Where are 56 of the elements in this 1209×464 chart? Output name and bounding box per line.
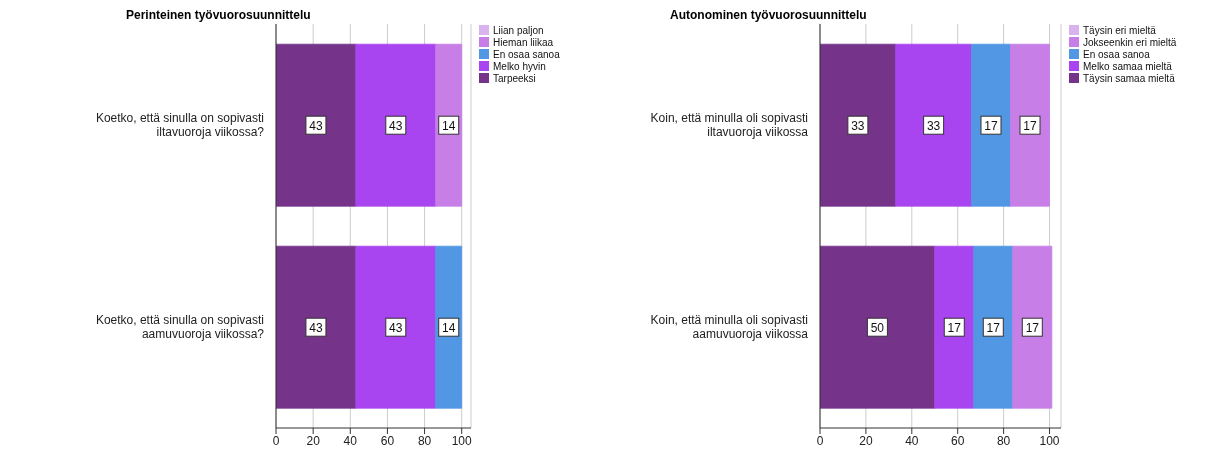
legend-label: En osaa sanoa	[493, 49, 560, 60]
bar	[895, 43, 972, 207]
x-tick-label: 40	[343, 433, 358, 448]
data-label: 33	[926, 118, 941, 133]
legend-label: Täysin samaa mieltä	[1083, 73, 1175, 84]
data-label: 43	[309, 320, 323, 335]
bar	[1012, 245, 1053, 409]
legend-label: En osaa sanoa	[1083, 49, 1150, 60]
legend-label: Täysin eri mieltä	[1083, 25, 1156, 36]
data-label: 14	[442, 320, 456, 335]
bar	[820, 245, 936, 409]
bar	[934, 245, 975, 409]
x-tick-label: 20	[859, 433, 873, 448]
data-label: 17	[1023, 118, 1038, 133]
x-tick-label: 100	[1039, 433, 1060, 448]
y-tick-label: Koin, että minulla oli sopivasti aamuvuoroja viikossa	[650, 313, 809, 341]
bar	[435, 43, 463, 207]
bar	[276, 245, 357, 409]
data-label: 43	[309, 118, 323, 133]
data-label: 50	[870, 320, 885, 335]
x-tick-label: 0	[816, 433, 824, 448]
chart-title: Perinteinen työvuorosuunnittelu	[125, 8, 312, 24]
bar	[820, 43, 897, 207]
y-tick-label: Koin, että minulla oli sopivasti iltavuoroja viikossa	[650, 111, 809, 139]
bar	[973, 245, 1014, 409]
x-tick-label: 60	[951, 433, 965, 448]
x-tick-label: 60	[380, 433, 395, 448]
legend-label: Liian paljon	[493, 25, 544, 36]
bar	[1010, 43, 1050, 207]
y-tick-label: Koetko, että sinulla on sopivasti aamuvuoroja viikossa?	[95, 313, 265, 341]
data-label: 17	[986, 320, 1001, 335]
data-label: 33	[851, 118, 865, 133]
data-label: 17	[1025, 320, 1040, 335]
legend-label: Tarpeeksi	[493, 73, 536, 84]
data-label: 43	[389, 118, 403, 133]
data-label: 14	[442, 118, 456, 133]
x-tick-label: 0	[272, 433, 280, 448]
bar	[276, 43, 357, 207]
legend-label: Melko samaa mieltä	[1083, 61, 1172, 72]
bar	[435, 245, 463, 409]
data-label: 17	[984, 118, 998, 133]
x-tick-label: 40	[905, 433, 919, 448]
data-label: 43	[389, 320, 403, 335]
bar	[971, 43, 1011, 207]
data-label: 17	[947, 320, 962, 335]
x-tick-label: 100	[451, 433, 473, 448]
bar	[355, 43, 437, 207]
y-tick-label: Koetko, että sinulla on sopivasti iltavuoroja viikossa?	[95, 111, 265, 139]
bar	[355, 245, 437, 409]
x-tick-label: 20	[306, 433, 321, 448]
legend-label: Jokseenkin eri mieltä	[1083, 37, 1177, 48]
x-tick-label: 80	[996, 433, 1011, 448]
legend-label: Hieman liikaa	[493, 37, 554, 48]
legend-label: Melko hyvin	[493, 61, 546, 72]
chart-title: Autonominen työvuorosuunnittelu	[669, 8, 868, 24]
x-tick-label: 80	[417, 433, 432, 448]
